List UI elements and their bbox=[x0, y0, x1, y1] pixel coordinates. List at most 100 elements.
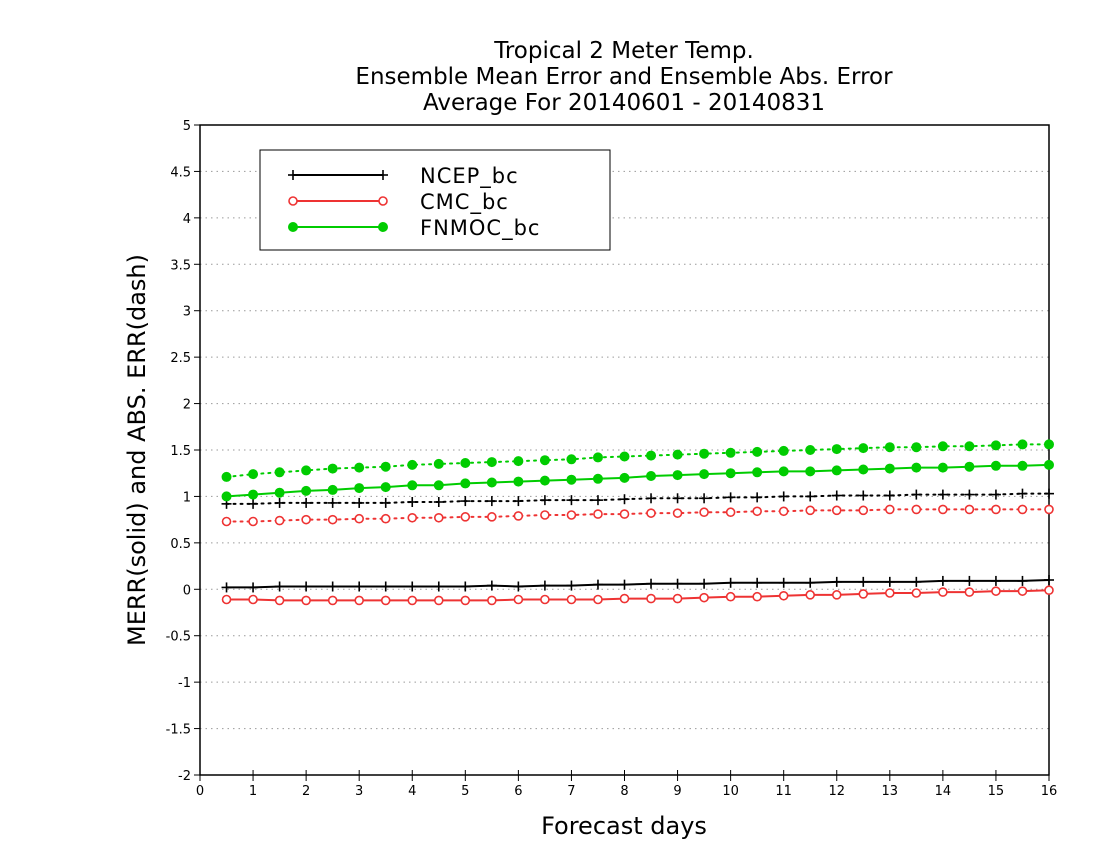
chart-title: Tropical 2 Meter Temp. Ensemble Mean Err… bbox=[355, 38, 893, 116]
abs-err-point bbox=[540, 510, 550, 520]
abs-err-point bbox=[699, 448, 710, 459]
abs-err-point bbox=[646, 508, 656, 518]
merr-point bbox=[248, 594, 258, 605]
y-axis-label: MERR(solid) and ABS. ERR(dash) bbox=[123, 254, 151, 646]
merr-point bbox=[274, 595, 285, 606]
merr-point bbox=[460, 581, 471, 592]
abs-err-point bbox=[407, 497, 418, 507]
abs-err-point bbox=[486, 496, 497, 507]
merr-point bbox=[513, 476, 524, 487]
merr-point bbox=[911, 588, 922, 598]
y-tick-label: -2 bbox=[178, 769, 191, 784]
x-tick-label: 11 bbox=[775, 784, 792, 799]
merr-point bbox=[487, 595, 497, 606]
abs-err-point bbox=[354, 497, 365, 508]
y-tick-label: -1.5 bbox=[166, 723, 191, 738]
abs-err-point bbox=[593, 509, 603, 519]
merr-point bbox=[725, 577, 736, 588]
merr-point bbox=[858, 589, 869, 599]
merr-point bbox=[460, 595, 471, 606]
abs-err-point bbox=[964, 504, 975, 515]
abs-err-point bbox=[460, 458, 471, 468]
merr-point bbox=[486, 477, 497, 488]
abs-err-point bbox=[274, 467, 285, 478]
merr-line-ncep-bc bbox=[226, 579, 1050, 589]
abs-err-point bbox=[911, 442, 922, 453]
merr-point bbox=[433, 480, 444, 491]
grid bbox=[200, 170, 1049, 730]
merr-point bbox=[964, 461, 975, 472]
merr-point bbox=[433, 595, 444, 606]
abs-err-point bbox=[672, 508, 683, 518]
merr-point bbox=[858, 464, 869, 475]
series-cmc-bc bbox=[221, 504, 1054, 606]
abs-err-point bbox=[885, 504, 895, 515]
abs-err-point bbox=[460, 512, 471, 522]
merr-point bbox=[990, 575, 1001, 586]
merr-point bbox=[752, 591, 762, 602]
abs-err-point bbox=[964, 441, 975, 452]
abs-err-point bbox=[619, 509, 630, 519]
merr-point bbox=[858, 576, 869, 587]
merr-point bbox=[831, 576, 842, 587]
abs-err-point bbox=[1017, 504, 1028, 515]
x-tick-label: 3 bbox=[355, 784, 363, 799]
merr-point bbox=[646, 578, 657, 589]
abs-err-point bbox=[778, 506, 789, 517]
abs-err-point bbox=[938, 504, 948, 515]
abs-err-point bbox=[566, 510, 577, 520]
abs-err-point bbox=[858, 490, 869, 501]
merr-point bbox=[274, 487, 285, 498]
abs-err-point bbox=[990, 489, 1001, 500]
y-tick-label: -1 bbox=[178, 676, 191, 691]
abs-err-point bbox=[646, 493, 657, 504]
x-tick-label: 0 bbox=[196, 784, 204, 799]
merr-point bbox=[990, 460, 1001, 471]
legend-marker bbox=[288, 196, 298, 206]
abs-err-point bbox=[248, 469, 259, 480]
merr-point bbox=[301, 595, 311, 606]
merr-point bbox=[327, 595, 338, 606]
legend-marker bbox=[378, 222, 388, 232]
x-tick-label: 12 bbox=[828, 784, 845, 799]
merr-point bbox=[805, 577, 816, 588]
title-line-2: Ensemble Mean Error and Ensemble Abs. Er… bbox=[355, 64, 893, 90]
abs-err-point bbox=[566, 454, 577, 465]
merr-point bbox=[301, 581, 312, 592]
legend-label: CMC_bc bbox=[420, 190, 509, 215]
abs-err-point bbox=[990, 440, 1001, 451]
merr-point bbox=[539, 580, 550, 591]
merr-point bbox=[778, 577, 789, 588]
abs-err-point bbox=[380, 513, 391, 524]
y-tick-label: 4 bbox=[183, 212, 191, 227]
x-tick-label: 13 bbox=[882, 784, 899, 799]
merr-point bbox=[964, 587, 975, 597]
y-tick-label: 0 bbox=[183, 583, 191, 598]
abs-err-point bbox=[991, 504, 1001, 515]
merr-point bbox=[752, 577, 763, 588]
abs-err-point bbox=[937, 489, 948, 500]
merr-point bbox=[248, 489, 259, 500]
merr-point bbox=[619, 593, 630, 604]
x-tick-label: 2 bbox=[302, 784, 310, 799]
merr-point bbox=[805, 466, 816, 477]
merr-point bbox=[1017, 460, 1028, 471]
x-tick-label: 10 bbox=[722, 784, 739, 799]
merr-point bbox=[539, 475, 550, 486]
merr-line-fnmoc-bc bbox=[226, 463, 1050, 498]
merr-point bbox=[991, 586, 1001, 596]
abs-err-point bbox=[699, 493, 710, 504]
merr-point bbox=[566, 594, 577, 605]
abs-err-point bbox=[487, 512, 497, 522]
abs-err-point bbox=[301, 465, 312, 476]
merr-point bbox=[911, 462, 922, 473]
merr-point bbox=[672, 470, 683, 481]
abs-err-point bbox=[274, 497, 285, 508]
abs-err-point bbox=[699, 507, 709, 518]
merr-point bbox=[486, 580, 497, 591]
abs-err-point bbox=[566, 495, 577, 506]
merr-point bbox=[354, 581, 365, 592]
title-line-1: Tropical 2 Meter Temp. bbox=[493, 38, 754, 64]
x-tick-label: 7 bbox=[567, 784, 575, 799]
